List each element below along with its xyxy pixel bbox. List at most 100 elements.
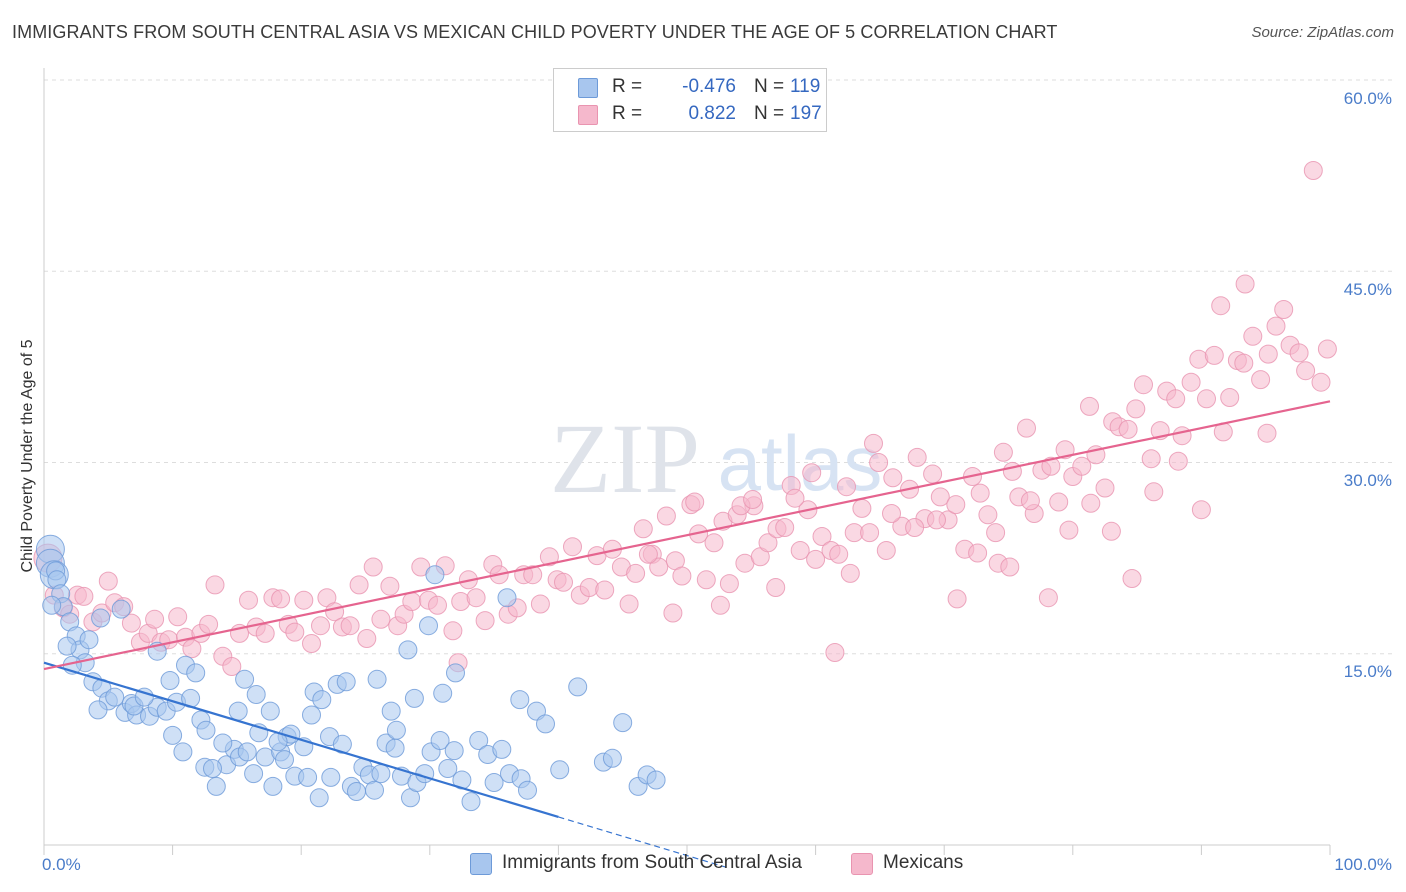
axes xyxy=(43,68,1331,855)
data-point-mexicans xyxy=(619,594,639,614)
data-point-south-central-asia xyxy=(430,731,450,750)
data-point-mexicans xyxy=(199,614,219,634)
data-point-mexicans xyxy=(743,490,763,509)
data-point-mexicans xyxy=(98,571,118,591)
data-point-mexicans xyxy=(930,487,950,507)
x-tick-label: 0.0% xyxy=(42,855,81,874)
data-point-mexicans xyxy=(766,578,786,597)
data-point-mexicans xyxy=(371,609,391,629)
data-point-south-central-asia xyxy=(235,669,255,689)
data-point-mexicans xyxy=(704,533,724,553)
data-point-mexicans xyxy=(595,580,615,600)
data-point-south-central-asia xyxy=(365,780,384,800)
data-point-south-central-asia xyxy=(91,608,111,628)
series-south-central-asia xyxy=(35,534,666,812)
data-point-mexicans xyxy=(182,639,202,659)
data-point-mexicans xyxy=(882,504,901,523)
data-point-south-central-asia xyxy=(173,742,193,762)
data-point-south-central-asia xyxy=(461,792,481,812)
data-point-mexicans xyxy=(1274,300,1294,319)
data-point-mexicans xyxy=(649,557,669,577)
data-point-mexicans xyxy=(656,506,676,526)
data-point-south-central-asia xyxy=(419,616,438,636)
y-tick-label: 30.0% xyxy=(1344,471,1392,490)
data-point-mexicans xyxy=(1059,520,1079,540)
source-label: Source: ZipAtlas.com xyxy=(1251,24,1394,41)
data-point-south-central-asia xyxy=(237,742,257,762)
data-point-mexicans xyxy=(785,488,805,508)
data-point-south-central-asia xyxy=(160,671,180,690)
data-point-mexicans xyxy=(806,549,826,569)
data-point-mexicans xyxy=(1311,372,1331,392)
data-point-mexicans xyxy=(1220,388,1240,407)
data-point-mexicans xyxy=(74,586,94,606)
data-point-mexicans xyxy=(1317,339,1337,359)
data-point-south-central-asia xyxy=(425,565,445,585)
data-point-south-central-asia xyxy=(469,731,489,750)
data-point-south-central-asia xyxy=(321,767,341,787)
data-point-south-central-asia xyxy=(309,788,329,808)
data-point-mexicans xyxy=(852,498,872,518)
data-point-mexicans xyxy=(1080,396,1099,416)
legend-label: Immigrants from South Central Asia xyxy=(502,852,802,873)
data-point-mexicans xyxy=(927,510,946,530)
data-point-south-central-asia xyxy=(275,750,294,770)
data-point-mexicans xyxy=(802,463,822,483)
legend-n-label: N = xyxy=(754,76,785,97)
data-point-mexicans xyxy=(1296,361,1316,381)
data-point-mexicans xyxy=(1141,449,1161,469)
data-point-south-central-asia xyxy=(386,720,406,740)
data-point-mexicans xyxy=(829,544,849,564)
data-point-mexicans xyxy=(271,589,291,609)
data-point-mexicans xyxy=(239,590,258,610)
data-point-mexicans xyxy=(1041,456,1061,476)
data-point-mexicans xyxy=(357,629,377,648)
data-point-mexicans xyxy=(1211,296,1231,316)
data-point-mexicans xyxy=(1234,353,1254,373)
y-tick-label: 45.0% xyxy=(1344,280,1392,299)
data-point-mexicans xyxy=(523,565,543,585)
data-point-south-central-asia xyxy=(228,701,248,721)
data-point-mexicans xyxy=(905,518,925,537)
data-point-south-central-asia xyxy=(398,640,418,660)
data-point-south-central-asia xyxy=(42,595,62,615)
data-point-mexicans xyxy=(1168,451,1188,471)
data-point-south-central-asia xyxy=(79,630,99,650)
data-point-mexicans xyxy=(1000,557,1020,577)
data-point-mexicans xyxy=(1144,482,1164,502)
data-point-south-central-asia xyxy=(404,688,424,708)
data-point-mexicans xyxy=(840,563,860,583)
data-point-mexicans xyxy=(710,595,730,615)
legend-swatch-blue xyxy=(578,78,598,98)
legend-r-value: -0.476 xyxy=(682,76,736,97)
data-point-south-central-asia xyxy=(347,782,366,801)
data-point-mexicans xyxy=(837,477,856,497)
data-point-mexicans xyxy=(790,541,810,560)
data-point-mexicans xyxy=(876,541,896,560)
data-point-mexicans xyxy=(1266,316,1286,336)
data-point-mexicans xyxy=(428,595,447,615)
legend-r-label: R = xyxy=(612,103,643,124)
data-point-south-central-asia xyxy=(371,764,391,784)
data-point-mexicans xyxy=(1095,478,1115,498)
x-tick-label: 100.0% xyxy=(1334,855,1392,874)
legend-n-label: N = xyxy=(754,103,785,124)
data-point-mexicans xyxy=(812,527,832,546)
data-point-mexicans xyxy=(349,575,369,595)
data-point-south-central-asia xyxy=(312,690,332,710)
data-point-mexicans xyxy=(1257,423,1277,443)
data-point-mexicans xyxy=(1020,491,1040,511)
data-point-mexicans xyxy=(554,572,573,592)
data-point-mexicans xyxy=(1258,344,1278,364)
trend-line-mexicans xyxy=(43,400,1331,671)
y-tick-label: 60.0% xyxy=(1344,89,1392,108)
data-point-mexicans xyxy=(626,563,646,583)
data-point-mexicans xyxy=(311,616,330,636)
data-point-mexicans xyxy=(563,537,582,557)
data-point-mexicans xyxy=(539,547,559,567)
data-point-mexicans xyxy=(1118,419,1138,439)
data-point-south-central-asia xyxy=(492,739,512,759)
data-point-south-central-asia xyxy=(444,741,464,761)
data-point-mexicans xyxy=(986,523,1006,543)
data-point-mexicans xyxy=(758,533,778,553)
